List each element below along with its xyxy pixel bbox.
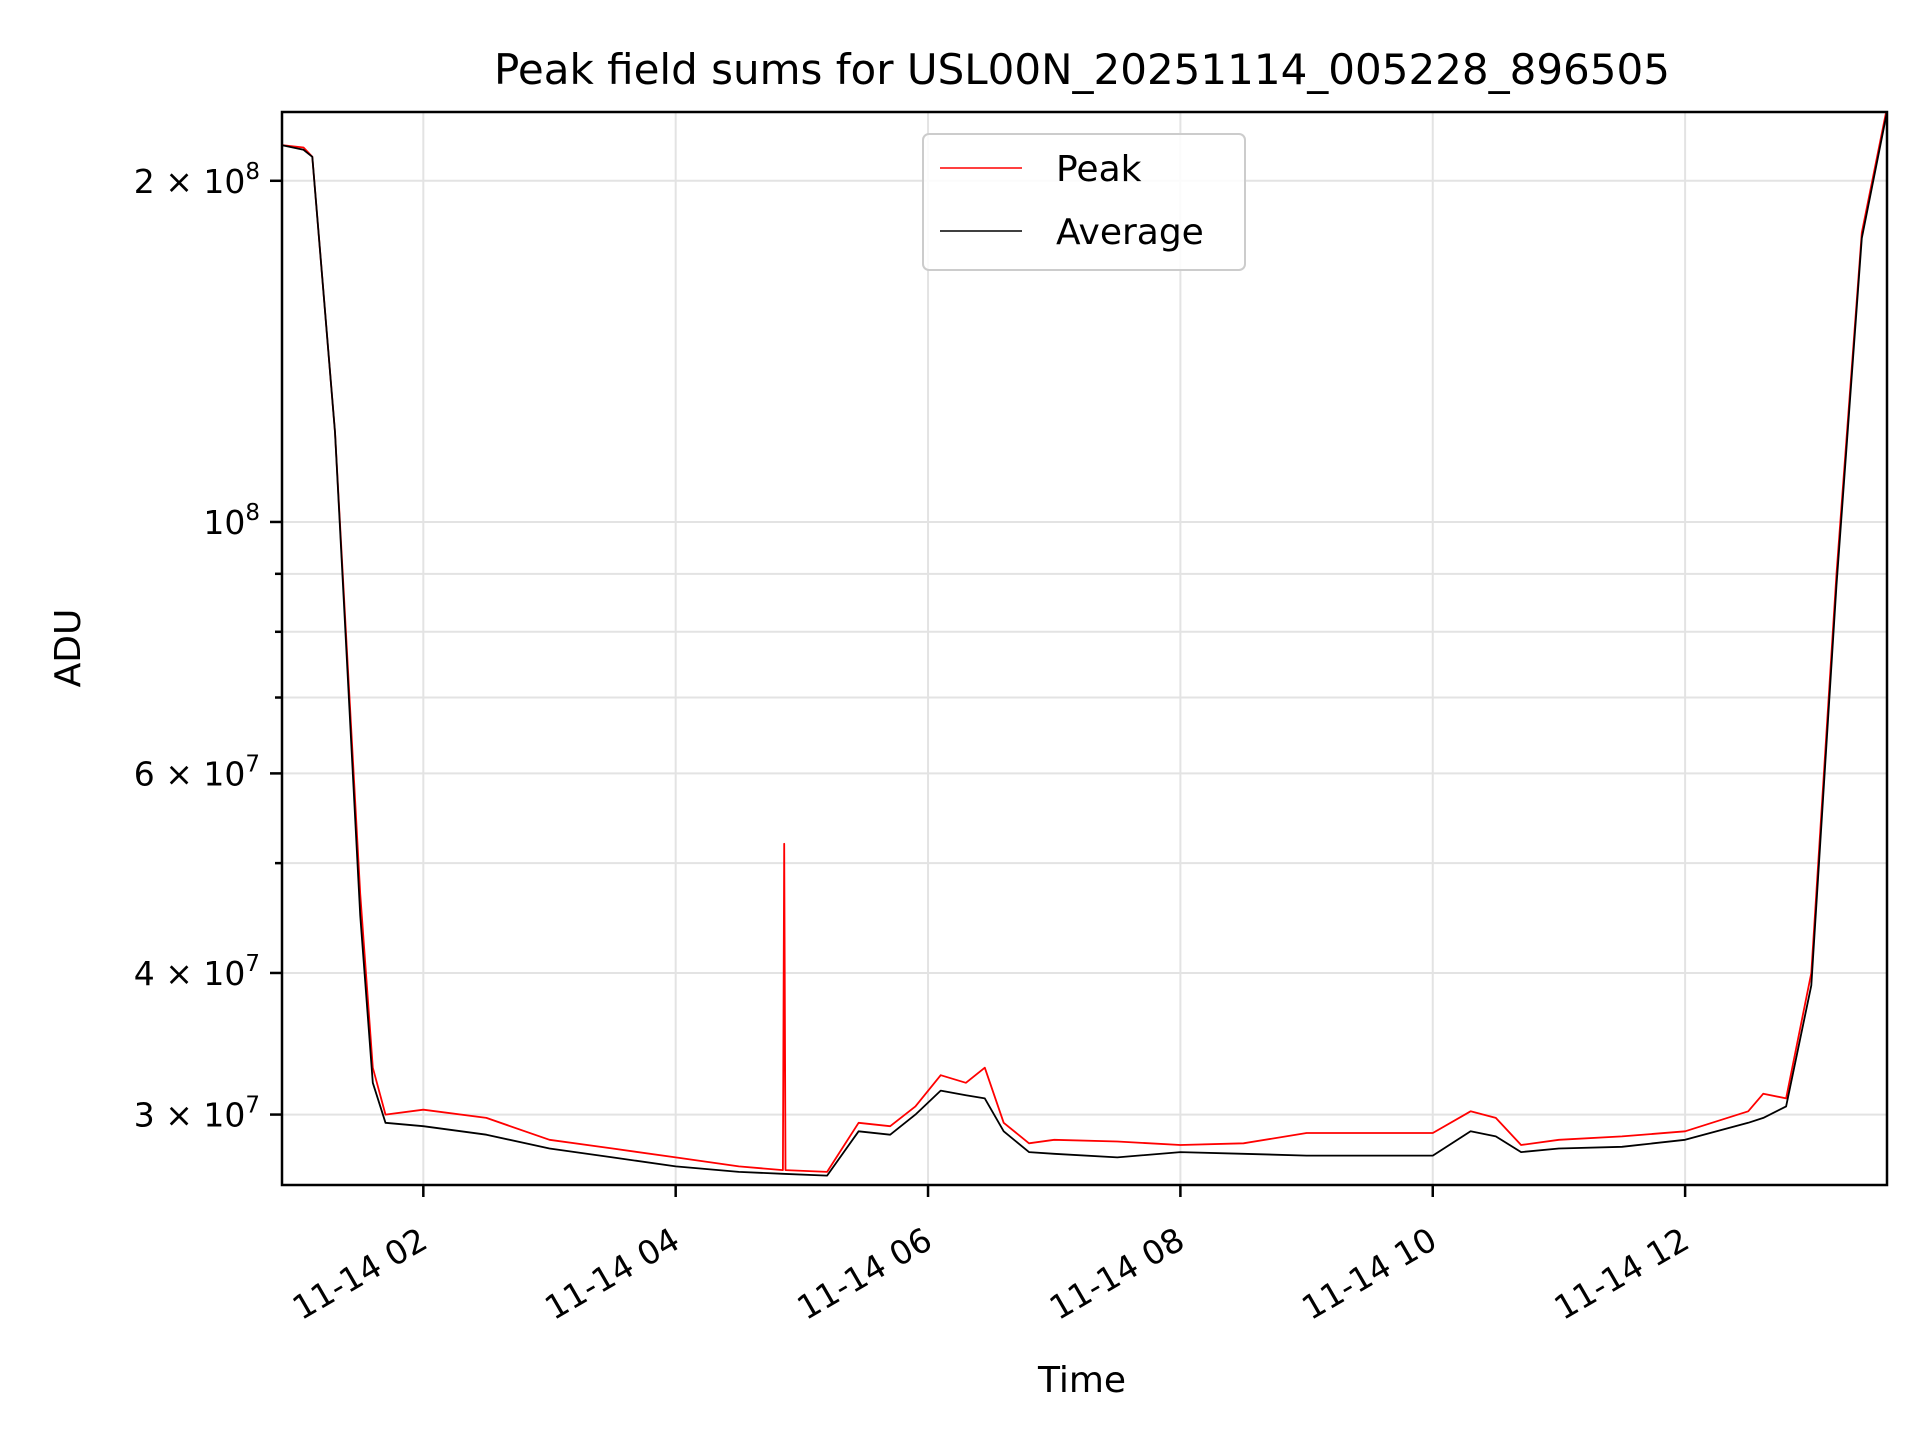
- legend-label-peak: Peak: [1056, 149, 1142, 190]
- y-axis-label: ADU: [48, 609, 89, 688]
- plot-frame: [280, 110, 1889, 1187]
- y-tick-label: 2 × 108: [134, 159, 260, 201]
- series-layer: [282, 112, 1887, 1177]
- series-line-peak: [282, 112, 1887, 1173]
- series-line-average: [282, 112, 1887, 1177]
- y-tick-label: 108: [203, 500, 260, 542]
- y-tick-label: 6 × 107: [134, 751, 260, 793]
- chart-title: Peak field sums for USL00N_20251114_0052…: [494, 45, 1670, 94]
- x-axis-label: Time: [1037, 1360, 1126, 1401]
- legend-label-average: Average: [1056, 212, 1204, 253]
- legend: Peak Average: [922, 133, 1246, 271]
- y-tick-label: 3 × 107: [134, 1093, 260, 1135]
- y-tick-label: 4 × 107: [134, 951, 260, 993]
